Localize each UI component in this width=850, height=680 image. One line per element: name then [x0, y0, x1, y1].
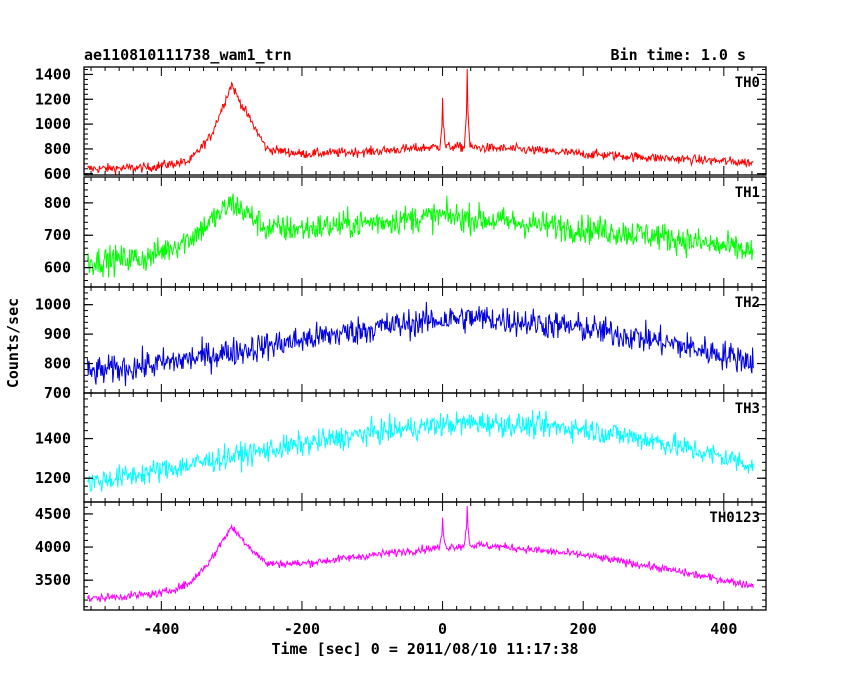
x-tick-label: 400: [710, 620, 737, 638]
panel-label: TH0123: [709, 510, 760, 526]
y-tick-label: 800: [44, 194, 71, 212]
series-line-th3: [87, 409, 754, 492]
y-tick-label: 1400: [35, 430, 71, 448]
y-tick-label: 4500: [35, 505, 71, 523]
series-line-th2: [87, 301, 754, 387]
panel-th1: 600 700 800 TH1: [44, 176, 767, 288]
panel-frame: [83, 176, 767, 288]
y-tick-label: 1000: [35, 296, 71, 314]
panels-group: 600 800 1000 1200 1400 TH0 600 700 800 TH1 700 800 9…: [35, 65, 767, 611]
y-tick-label: 600: [44, 259, 71, 277]
chart-title: ae110810111738_wam1_trn: [84, 46, 292, 64]
y-tick-label: 900: [44, 325, 71, 343]
y-tick-label: 700: [44, 384, 71, 402]
series-line-th0123: [87, 505, 754, 603]
y-tick-label: 1200: [35, 469, 71, 487]
panel-th0123: 3500 4000 4500 TH0123: [35, 501, 767, 611]
series-line-th1: [87, 193, 754, 278]
y-tick-label: 800: [44, 140, 71, 158]
panel-label: TH1: [735, 185, 760, 201]
panel-label: TH2: [735, 295, 760, 311]
y-tick-label: 600: [44, 165, 71, 183]
series-line-th0: [87, 68, 754, 175]
panel-th2: 700 800 900 1000 TH2: [35, 286, 767, 402]
x-tick-label: 0: [438, 620, 447, 638]
y-tick-label: 3500: [35, 571, 71, 589]
y-tick-label: 1200: [35, 90, 71, 108]
y-tick-label: 4000: [35, 538, 71, 556]
y-axis-title: Counts/sec: [4, 298, 22, 388]
bin-time-label: Bin time: 1.0 s: [611, 46, 746, 64]
y-tick-label: 1400: [35, 65, 71, 83]
x-axis-title: Time [sec] 0 = 2011/08/10 11:17:38: [271, 640, 578, 658]
x-axis: -400 -200 0 200 400: [143, 620, 737, 638]
panel-frame: [83, 501, 767, 611]
panel-label: TH0: [735, 75, 760, 91]
y-tick-label: 800: [44, 355, 71, 373]
x-tick-label: -400: [143, 620, 179, 638]
panel-label: TH3: [735, 401, 760, 417]
panel-frame: [83, 66, 767, 176]
y-tick-label: 1000: [35, 115, 71, 133]
x-tick-label: 200: [570, 620, 597, 638]
panel-th0: 600 800 1000 1200 1400 TH0: [35, 65, 767, 183]
panel-frame: [83, 286, 767, 394]
x-tick-label: -200: [284, 620, 320, 638]
panel-th3: 1200 1400 TH3: [35, 392, 767, 503]
y-tick-label: 700: [44, 226, 71, 244]
